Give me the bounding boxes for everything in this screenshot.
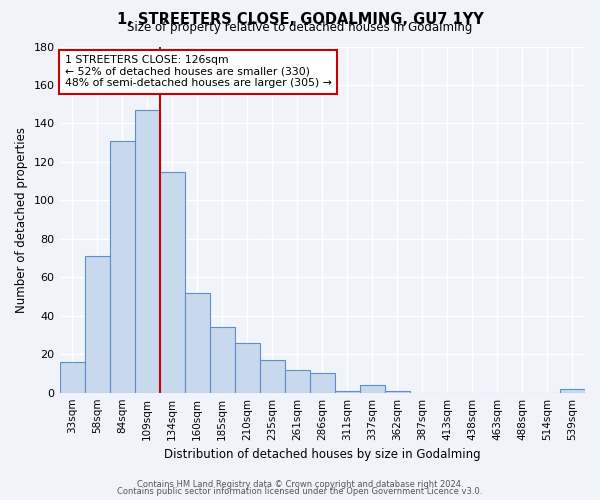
Bar: [85, 256, 110, 392]
Bar: [235, 342, 260, 392]
Text: Contains public sector information licensed under the Open Government Licence v3: Contains public sector information licen…: [118, 488, 482, 496]
Text: Contains HM Land Registry data © Crown copyright and database right 2024.: Contains HM Land Registry data © Crown c…: [137, 480, 463, 489]
Text: 1, STREETERS CLOSE, GODALMING, GU7 1YY: 1, STREETERS CLOSE, GODALMING, GU7 1YY: [116, 12, 484, 26]
Bar: [360, 385, 385, 392]
Bar: [160, 172, 185, 392]
Bar: [134, 110, 160, 393]
Bar: [310, 374, 335, 392]
Bar: [260, 360, 285, 392]
Bar: [560, 389, 585, 392]
X-axis label: Distribution of detached houses by size in Godalming: Distribution of detached houses by size …: [164, 448, 481, 461]
Bar: [335, 391, 360, 392]
Bar: [59, 362, 85, 392]
Bar: [385, 391, 410, 392]
Text: 1 STREETERS CLOSE: 126sqm
← 52% of detached houses are smaller (330)
48% of semi: 1 STREETERS CLOSE: 126sqm ← 52% of detac…: [65, 55, 332, 88]
Bar: [209, 328, 235, 392]
Bar: [110, 140, 134, 392]
Bar: [185, 292, 209, 392]
Y-axis label: Number of detached properties: Number of detached properties: [15, 126, 28, 312]
Bar: [285, 370, 310, 392]
Text: Size of property relative to detached houses in Godalming: Size of property relative to detached ho…: [127, 22, 473, 35]
